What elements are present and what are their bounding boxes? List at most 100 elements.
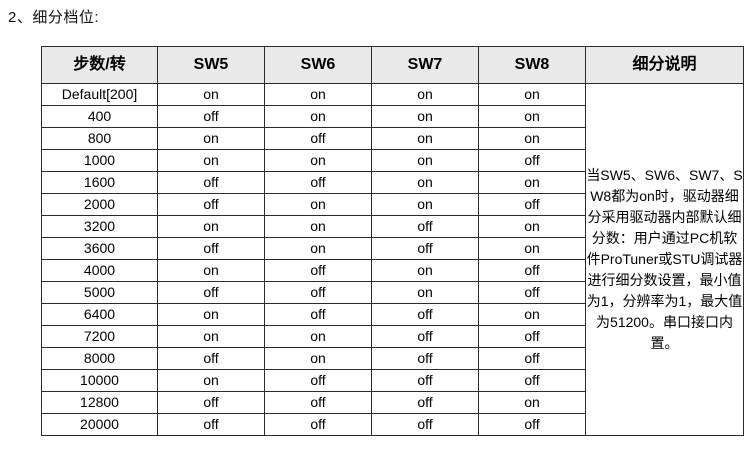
column-header-sw8: SW8 [478,46,586,84]
cell-sw5: on [157,83,265,106]
cell-sw7: off [371,391,479,414]
cell-sw8: off [478,325,586,348]
table-row: 8000 off on off off [41,347,744,370]
cell-sw5: off [157,105,265,128]
cell-steps-per-rev: 20000 [41,413,158,436]
cell-steps-per-rev: 8000 [41,347,158,370]
cell-sw5: on [157,149,265,172]
cell-steps-per-rev: 5000 [41,281,158,304]
table-header-row: 步数/转 SW5 SW6 SW7 SW8 细分说明 [41,46,744,84]
cell-sw8: off [478,369,586,392]
cell-sw6: off [264,171,372,194]
cell-steps-per-rev: 2000 [41,193,158,216]
table-row: 6400 on off off on [41,303,744,326]
cell-sw6: on [264,325,372,348]
cell-sw7: off [371,237,479,260]
cell-sw8: on [478,237,586,260]
cell-steps-per-rev: 6400 [41,303,158,326]
cell-sw7: on [371,83,479,106]
cell-sw8: on [478,171,586,194]
cell-steps-per-rev: 3200 [41,215,158,238]
cell-sw6: off [264,303,372,326]
table-row: 2000 off on on off [41,193,744,216]
cell-sw6: on [264,193,372,216]
table-row: 20000 off off off off [41,413,744,436]
cell-sw8: on [478,215,586,238]
cell-steps-per-rev: 1600 [41,171,158,194]
cell-sw5: off [157,281,265,304]
cell-sw7: on [371,127,479,150]
cell-sw8: off [478,259,586,282]
cell-sw6: off [264,369,372,392]
cell-sw7: off [371,215,479,238]
cell-sw8: off [478,149,586,172]
column-header-sw5: SW5 [157,46,265,84]
page-title: 2、细分档位: [8,9,100,26]
cell-sw6: off [264,281,372,304]
cell-steps-per-rev: Default[200] [41,83,158,106]
cell-sw8: on [478,105,586,128]
cell-sw5: off [157,347,265,370]
cell-sw5: off [157,391,265,414]
cell-sw6: off [264,259,372,282]
cell-sw8: on [478,83,586,106]
cell-sw6: off [264,127,372,150]
cell-sw7: on [371,171,479,194]
cell-sw6: on [264,83,372,106]
cell-steps-per-rev: 800 [41,127,158,150]
table-header: 步数/转 SW5 SW6 SW7 SW8 细分说明 [41,46,744,84]
cell-sw8: off [478,413,586,436]
cell-sw7: on [371,149,479,172]
cell-sw6: on [264,347,372,370]
cell-sw5: on [157,259,265,282]
cell-sw7: off [371,325,479,348]
cell-sw5: off [157,237,265,260]
column-header-sw6: SW6 [264,46,372,84]
cell-steps-per-rev: 400 [41,105,158,128]
cell-sw7: on [371,259,479,282]
cell-sw6: off [264,391,372,414]
cell-sw6: off [264,413,372,436]
cell-sw5: on [157,325,265,348]
cell-steps-per-rev: 1000 [41,149,158,172]
cell-sw5: off [157,171,265,194]
cell-sw7: on [371,193,479,216]
cell-sw5: on [157,303,265,326]
cell-sw7: off [371,369,479,392]
cell-sw6: on [264,215,372,238]
cell-sw8: off [478,347,586,370]
cell-description: 当SW5、SW6、SW7、SW8都为on时，驱动器细分采用驱动器内部默认细分数：… [585,83,744,436]
cell-steps-per-rev: 7200 [41,325,158,348]
cell-sw7: off [371,303,479,326]
cell-steps-per-rev: 4000 [41,259,158,282]
column-header-sw7: SW7 [371,46,479,84]
cell-sw8: off [478,193,586,216]
cell-sw6: on [264,237,372,260]
cell-sw7: on [371,105,479,128]
cell-steps-per-rev: 12800 [41,391,158,414]
microstep-table-container: 步数/转 SW5 SW6 SW7 SW8 细分说明 Default[200] on… [41,46,744,436]
cell-sw5: on [157,215,265,238]
table-row: Default[200] on on on on 当SW5、SW6、SW7、SW8都为on… [41,83,744,436]
description-text: 当SW5、SW6、SW7、SW8都为on时，驱动器细分采用驱动器内部默认细分数：… [586,167,743,351]
cell-sw6: on [264,105,372,128]
table-row: 1000 on on on off [41,149,744,172]
table-body: Default[200] on on on on 当SW5、SW6、SW7、SW8都为on… [41,83,744,436]
table-row: 7200 on on off off [41,325,744,348]
cell-sw5: off [157,413,265,436]
table-row: 4000 on off on off [41,259,744,282]
cell-sw8: on [478,303,586,326]
cell-steps-per-rev: 3600 [41,237,158,260]
column-header-steps-per-rev: 步数/转 [41,46,158,84]
cell-sw5: off [157,193,265,216]
cell-sw7: off [371,413,479,436]
cell-steps-per-rev: 10000 [41,369,158,392]
cell-sw7: on [371,281,479,304]
cell-sw5: on [157,369,265,392]
cell-sw6: on [264,149,372,172]
cell-sw8: on [478,127,586,150]
cell-sw8: off [478,281,586,304]
microstep-settings-table: 步数/转 SW5 SW6 SW7 SW8 细分说明 Default[200] on… [41,46,744,436]
cell-sw5: on [157,127,265,150]
table-row: 1600 off off on on [41,171,744,194]
